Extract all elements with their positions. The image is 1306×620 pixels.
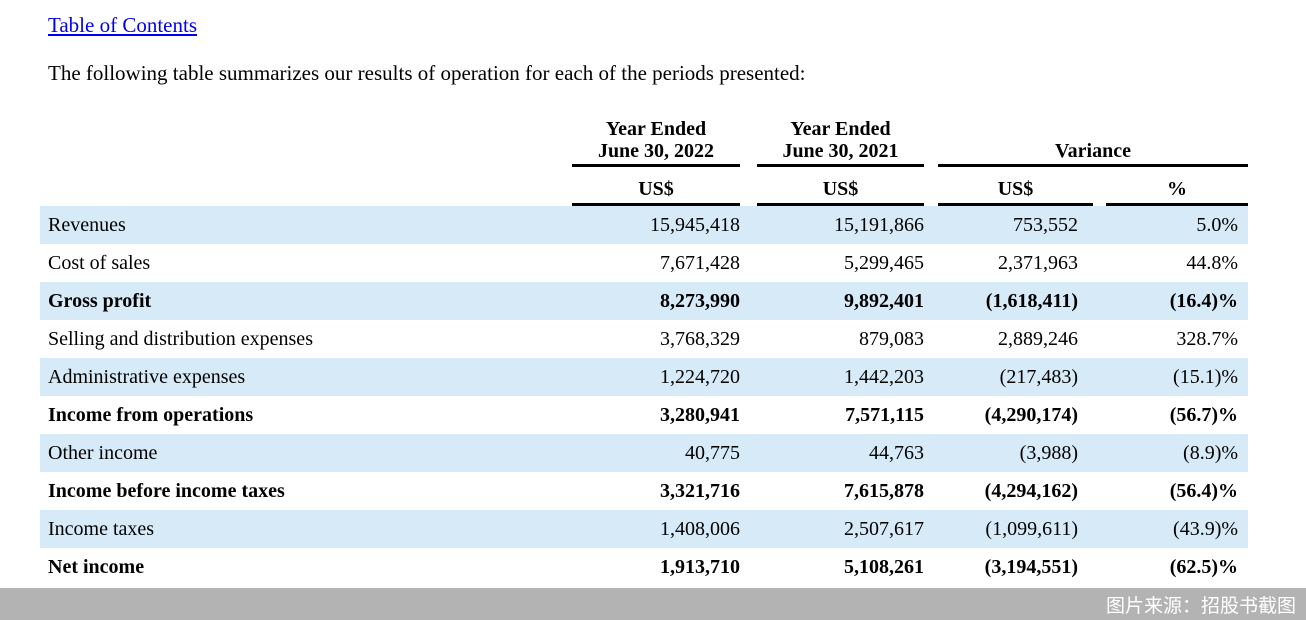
table-row-selling-distribution-expenses: Selling and distribution expenses 3,768,…	[40, 320, 1248, 358]
cell-2022: 40,775	[685, 441, 740, 464]
cell-2022: 1,224,720	[660, 365, 740, 388]
header-spacer	[40, 167, 560, 206]
table-row-gross-profit: Gross profit 8,273,990 9,892,401 (1,618,…	[40, 282, 1249, 320]
cell-variance-pct: (56.4)%	[1169, 479, 1239, 502]
cell-2022: 8,273,990	[660, 289, 740, 312]
table-row-net-income: Net income 1,913,710 5,108,261 (3,194,55…	[40, 548, 1248, 586]
row-label: Administrative expenses	[48, 365, 246, 388]
row-label: Other income	[48, 441, 158, 464]
watermark-text: 图片来源：招股书截图	[1105, 595, 1296, 617]
cell-2021: 2,507,617	[844, 517, 924, 540]
cell-2021: 9,892,401	[844, 289, 924, 312]
row-label: Selling and distribution expenses	[48, 327, 313, 350]
cell-variance-pct: (15.1)%	[1173, 365, 1239, 388]
column-header-year-2022: Year Ended June 30, 2022	[560, 111, 752, 167]
table-row-revenues: Revenues 15,945,418 15,191,866 753,552 5…	[40, 206, 1249, 244]
cell-2021: 1,442,203	[844, 365, 924, 388]
image-source-watermark: 图片来源：招股书截图	[0, 588, 1306, 620]
header-spacer	[40, 111, 560, 167]
table-row-other-income: Other income 40,775 44,763 (3,988) (8.9)…	[40, 434, 1249, 472]
cell-variance-pct: (62.5)%	[1169, 555, 1239, 578]
year-2022-line2: June 30, 2022	[597, 140, 715, 162]
cell-variance-usd: 2,889,246	[998, 327, 1078, 350]
row-label: Income from operations	[48, 403, 254, 426]
cell-variance-usd: (1,099,611)	[985, 517, 1078, 540]
row-label: Cost of sales	[48, 251, 151, 274]
cell-variance-usd: (3,194,551)	[984, 555, 1078, 578]
cell-variance-usd: (1,618,411)	[985, 289, 1078, 312]
column-header-year-2021: Year Ended June 30, 2021	[752, 111, 934, 167]
cell-2022: 15,945,418	[650, 213, 740, 236]
cell-variance-pct: 44.8%	[1186, 251, 1239, 274]
cell-variance-pct: (16.4)%	[1169, 289, 1239, 312]
document-page: Table of Contents The following table su…	[40, 13, 1249, 586]
table-row-income-from-operations: Income from operations 3,280,941 7,571,1…	[40, 396, 1248, 434]
cell-2022: 3,280,941	[660, 403, 740, 426]
cell-2022: 3,321,716	[660, 479, 740, 502]
unit-header-variance-pct: %	[1098, 167, 1249, 206]
cell-variance-usd: 2,371,963	[998, 251, 1078, 274]
unit-header-2022: US$	[560, 167, 752, 206]
row-label: Income taxes	[48, 517, 155, 540]
cell-variance-usd: (4,294,162)	[984, 479, 1078, 502]
cell-variance-pct: (8.9)%	[1183, 441, 1239, 464]
table-row-cost-of-sales: Cost of sales 7,671,428 5,299,465 2,371,…	[40, 244, 1248, 282]
header-row-units: US$ US$ US$ %	[40, 167, 1249, 206]
table-of-contents-link[interactable]: Table of Contents	[48, 13, 197, 37]
column-header-variance: Variance	[934, 111, 1249, 167]
cell-2022: 3,768,329	[660, 327, 740, 350]
cell-variance-usd: (217,483)	[999, 365, 1078, 388]
year-2021-line2: June 30, 2021	[782, 140, 899, 162]
cell-2021: 15,191,866	[834, 213, 924, 236]
table-row-income-taxes: Income taxes 1,408,006 2,507,617 (1,099,…	[40, 510, 1249, 548]
cell-2022: 1,408,006	[660, 517, 740, 540]
cell-2021: 5,108,261	[844, 555, 924, 578]
cell-variance-usd: (3,988)	[1019, 441, 1078, 464]
cell-2021: 44,763	[869, 441, 924, 464]
header-row-years: Year Ended June 30, 2022 Year Ended June…	[40, 111, 1249, 167]
row-label: Gross profit	[48, 289, 152, 312]
row-label: Net income	[48, 555, 145, 578]
table-row-administrative-expenses: Administrative expenses 1,224,720 1,442,…	[40, 358, 1249, 396]
cell-2021: 7,615,878	[844, 479, 924, 502]
cell-2021: 7,571,115	[845, 403, 924, 426]
row-label: Income before income taxes	[48, 479, 285, 502]
variance-label: Variance	[938, 140, 1249, 167]
cell-variance-usd: (4,290,174)	[984, 403, 1078, 426]
cell-2022: 7,671,428	[660, 251, 740, 274]
cell-variance-pct: (56.7)%	[1169, 403, 1239, 426]
table-row-income-before-income-taxes: Income before income taxes 3,321,716 7,6…	[40, 472, 1248, 510]
results-of-operations-table: Year Ended June 30, 2022 Year Ended June…	[40, 111, 1249, 586]
unit-header-2021: US$	[752, 167, 934, 206]
cell-2021: 879,083	[859, 327, 924, 350]
cell-variance-pct: 328.7%	[1176, 327, 1239, 350]
year-2022-line1: Year Ended	[605, 118, 707, 140]
year-2021-line1: Year Ended	[790, 118, 891, 140]
cell-2021: 5,299,465	[844, 251, 924, 274]
unit-header-variance-usd: US$	[934, 167, 1098, 206]
cell-variance-pct: 5.0%	[1196, 213, 1239, 236]
row-label: Revenues	[48, 213, 126, 236]
cell-variance-pct: (43.9)%	[1173, 517, 1239, 540]
cell-variance-usd: 753,552	[1013, 213, 1078, 236]
cell-2022: 1,913,710	[660, 555, 740, 578]
intro-text: The following table summarizes our resul…	[48, 61, 806, 85]
